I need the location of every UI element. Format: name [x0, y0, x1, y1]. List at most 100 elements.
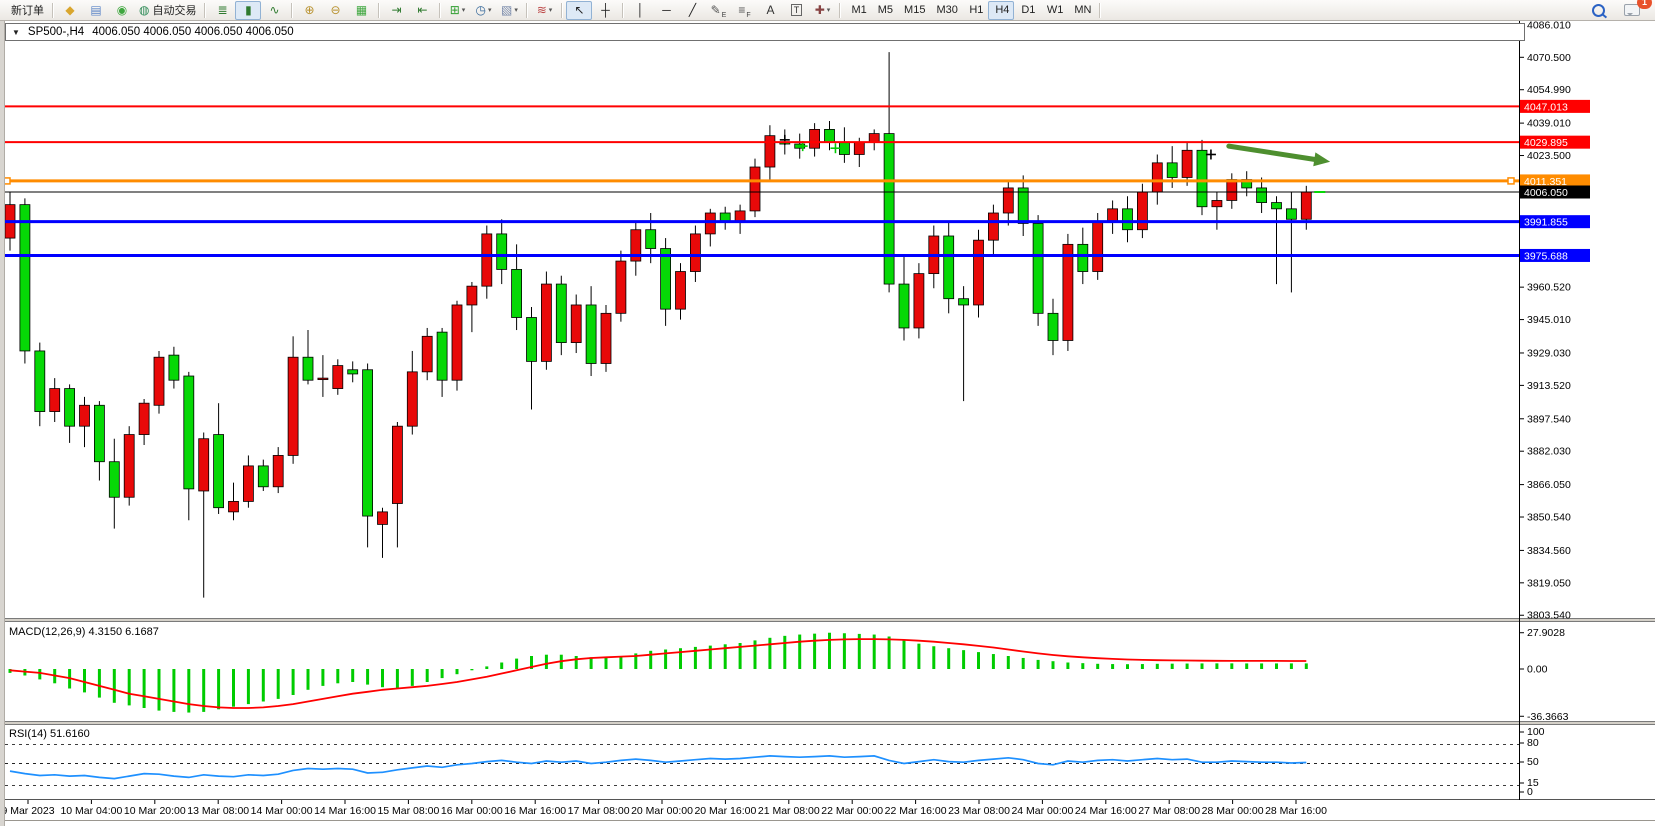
- candle: [64, 384, 75, 443]
- dropdown-caret-icon[interactable]: ▾: [487, 7, 492, 14]
- market-watch-button[interactable]: ◆: [57, 1, 83, 20]
- price-badge: [1520, 215, 1590, 229]
- price-tick-label: 3866.050: [1527, 479, 1571, 491]
- horizontal-line-button[interactable]: ─: [653, 1, 679, 20]
- navigator-button[interactable]: ◉: [109, 1, 135, 20]
- toolbar-separator: [839, 2, 841, 18]
- timeframe-button-m5[interactable]: M5: [871, 1, 897, 20]
- candle: [481, 225, 493, 299]
- dropdown-caret-icon[interactable]: ▾: [548, 7, 553, 14]
- macd-signal-line: [9, 638, 1307, 709]
- timeframe-button-h4[interactable]: H4: [987, 0, 1014, 20]
- price-badge: [1520, 99, 1590, 113]
- timeframe-button-h1[interactable]: H1: [962, 1, 988, 20]
- candlestick-chart-button[interactable]: ▮: [235, 0, 262, 20]
- toolbar-separator: [561, 2, 563, 18]
- vertical-line-button[interactable]: │: [627, 1, 653, 20]
- text-label-button[interactable]: T: [783, 1, 809, 20]
- candle-body: [1107, 208, 1118, 222]
- text-button[interactable]: A: [757, 1, 783, 20]
- price-tick-label: 3897.540: [1527, 413, 1571, 425]
- candle: [541, 271, 552, 370]
- arrow-shaft: [1226, 143, 1317, 162]
- timeframe-button-d1[interactable]: D1: [1014, 1, 1040, 20]
- candle-body: [108, 461, 120, 498]
- periodicity-button[interactable]: ◷ ▾: [470, 1, 496, 20]
- chart-title-bar[interactable]: ▼ SP500-,H4 4006.050 4006.050 4006.050 4…: [5, 23, 1525, 41]
- candle: [123, 426, 135, 506]
- candle-body: [153, 356, 165, 406]
- line-handle[interactable]: [1507, 177, 1515, 185]
- horizontal-line-icon: ─: [662, 3, 671, 17]
- bar-chart-button[interactable]: ≣: [209, 1, 235, 20]
- trend-arrow-annotation[interactable]: [1226, 143, 1331, 167]
- candle: [1122, 196, 1133, 243]
- pane-splitter[interactable]: [0, 721, 1655, 725]
- candle: [406, 350, 418, 435]
- candle: [198, 432, 210, 598]
- candle-body: [362, 369, 374, 517]
- timeframe-button-m15[interactable]: M15: [897, 1, 929, 20]
- arrows-icon: ✚: [814, 3, 825, 17]
- time-axis-label: 24 Mar 00:00: [1011, 805, 1073, 817]
- indicators-icon: ≋: [536, 3, 547, 17]
- toolbar-separator: [291, 2, 293, 18]
- chart-quotes: 4006.050 4006.050 4006.050 4006.050: [92, 26, 294, 38]
- price-tick-label: 3803.540: [1527, 610, 1571, 622]
- toolbar-right: 1: [1585, 0, 1652, 20]
- equidistant-channel-button[interactable]: ✎ E: [705, 1, 731, 20]
- toolbar-separator: [1099, 2, 1101, 18]
- candle-body: [585, 304, 597, 364]
- tile-windows-button[interactable]: ▦: [348, 1, 374, 20]
- toolbar-separator: [52, 2, 53, 18]
- dropdown-caret-icon[interactable]: ▾: [826, 7, 831, 14]
- price-badge: [1520, 135, 1590, 149]
- indicators-button[interactable]: ≋ ▾: [531, 1, 557, 20]
- plus-marker: [779, 134, 790, 145]
- time-axis-label: 28 Mar 16:00: [1265, 805, 1327, 817]
- new-chart-button[interactable]: ⊞ ▾: [444, 1, 470, 20]
- candle: [1032, 215, 1044, 326]
- fibonacci-button[interactable]: ≡ F: [731, 1, 757, 20]
- cursor-button[interactable]: ↖: [566, 0, 593, 20]
- crosshair-button[interactable]: ┼: [592, 1, 618, 20]
- arrows-button[interactable]: ✚ ▾: [809, 1, 835, 20]
- candle: [943, 221, 955, 314]
- notifications-button[interactable]: 1: [1619, 0, 1652, 20]
- candle: [391, 422, 403, 548]
- dropdown-caret-icon[interactable]: ▾: [461, 7, 466, 14]
- candle-body: [570, 304, 582, 343]
- candle-body: [436, 331, 448, 381]
- zoom-in-button[interactable]: ⊕: [296, 1, 322, 20]
- line-chart-button[interactable]: ∿: [261, 1, 287, 20]
- chat-bubble-icon: [1624, 4, 1640, 16]
- auto-scroll-icon: ⇥: [391, 3, 402, 17]
- dropdown-caret-icon[interactable]: ▾: [514, 7, 518, 14]
- timeframe-button-m30[interactable]: M30: [929, 1, 961, 20]
- candle-body: [764, 135, 776, 168]
- trendline-button[interactable]: ╱: [679, 1, 705, 20]
- timeframe-button-mn[interactable]: MN: [1067, 1, 1095, 20]
- timeframe-button-m1[interactable]: M1: [844, 1, 870, 20]
- candle: [511, 244, 523, 331]
- pane-splitter[interactable]: [0, 618, 1655, 622]
- timeframe-button-w1[interactable]: W1: [1040, 1, 1068, 20]
- price-tick-label: 3850.540: [1527, 512, 1571, 524]
- time-axis-label: 24 Mar 16:00: [1075, 805, 1137, 817]
- candle-body: [302, 356, 314, 381]
- macd-tick-label: -36.3663: [1527, 711, 1569, 723]
- search-button[interactable]: [1585, 1, 1611, 20]
- autotrading-button[interactable]: ◍ 自动交易: [135, 1, 200, 20]
- chart-shift-button[interactable]: ⇤: [409, 1, 435, 20]
- toolbar-separator: [526, 2, 528, 18]
- candle: [585, 286, 597, 377]
- candle: [466, 281, 478, 333]
- auto-scroll-button[interactable]: ⇥: [383, 1, 409, 20]
- zoom-out-button[interactable]: ⊖: [322, 1, 348, 20]
- templates-button[interactable]: ▧ ▾: [496, 1, 522, 20]
- collapse-icon[interactable]: ▼: [12, 27, 20, 37]
- new-order-button[interactable]: 新订单: [4, 1, 48, 20]
- data-window-button[interactable]: ▤: [83, 1, 109, 20]
- candle-body: [1122, 208, 1133, 231]
